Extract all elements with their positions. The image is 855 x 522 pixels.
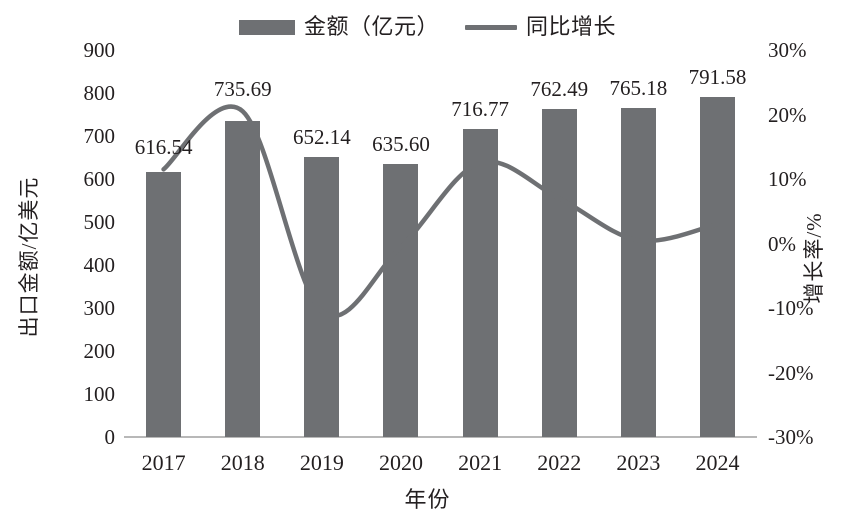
y-axis-right-ticks: 30% 20% 10% 0% -10% -20% -30% bbox=[768, 0, 855, 522]
bar bbox=[620, 107, 656, 437]
bar bbox=[225, 120, 261, 437]
x-axis-tick-label: 2022 bbox=[537, 450, 582, 475]
y-axis-left-tick-label: 400 bbox=[83, 253, 116, 277]
y-axis-left-tick-label: 300 bbox=[83, 296, 116, 320]
y-axis-left-tick-label: 0 bbox=[104, 425, 116, 449]
x-axis-line bbox=[124, 436, 757, 438]
y-axis-right-tick-label: -10% bbox=[768, 296, 814, 320]
plot-area bbox=[124, 50, 757, 437]
y-axis-right-tick-label: 20% bbox=[768, 102, 807, 127]
line-series bbox=[161, 104, 720, 319]
x-axis-tick-label: 2018 bbox=[220, 450, 265, 475]
legend-entry-growth: 同比增长 bbox=[465, 16, 616, 38]
x-axis-tick-label: 2024 bbox=[695, 450, 740, 475]
y-axis-right-tick-label: 30% bbox=[768, 38, 807, 62]
x-axis-tick-label: 2021 bbox=[458, 450, 503, 475]
y-axis-left-tick-label: 100 bbox=[83, 382, 116, 406]
y-axis-left-ticks: 900 800 700 600 500 400 300 200 100 0 bbox=[0, 0, 116, 522]
x-axis-tick-label: 2017 bbox=[141, 450, 186, 475]
y-axis-left-tick-label: 900 bbox=[83, 38, 116, 62]
y-axis-right-tick-label: 10% bbox=[768, 167, 807, 191]
legend-label-amount: 金额（亿元） bbox=[303, 14, 439, 39]
y-axis-left-tick-label: 200 bbox=[83, 339, 116, 363]
x-axis-title: 年份 bbox=[404, 487, 451, 512]
legend-label-growth: 同比增长 bbox=[526, 14, 617, 39]
y-axis-left-tick-label: 600 bbox=[83, 167, 116, 191]
growth-line-path bbox=[161, 104, 720, 319]
x-axis-tick-label: 2019 bbox=[299, 450, 344, 475]
y-axis-left-tick-label: 700 bbox=[83, 124, 116, 148]
bar bbox=[541, 109, 577, 437]
y-axis-right-tick-label: -30% bbox=[768, 425, 814, 449]
bar bbox=[462, 128, 498, 437]
x-axis-tick-label: 2023 bbox=[616, 450, 661, 475]
legend-entry-amount: 金额（亿元） bbox=[238, 14, 439, 39]
y-axis-right-tick-label: -20% bbox=[768, 360, 814, 385]
bar bbox=[699, 96, 735, 437]
y-axis-left-tick-label: 800 bbox=[83, 81, 116, 105]
x-axis-tick-label: 2020 bbox=[378, 450, 423, 475]
chart-legend: 金额（亿元） 同比增长 bbox=[0, 10, 855, 44]
line-swatch-icon bbox=[465, 24, 517, 30]
bar bbox=[146, 171, 182, 437]
y-axis-left-tick-label: 500 bbox=[83, 210, 116, 234]
bar bbox=[383, 163, 419, 437]
bar-swatch-icon bbox=[238, 19, 295, 35]
y-axis-right-tick-label: 0% bbox=[768, 231, 796, 256]
